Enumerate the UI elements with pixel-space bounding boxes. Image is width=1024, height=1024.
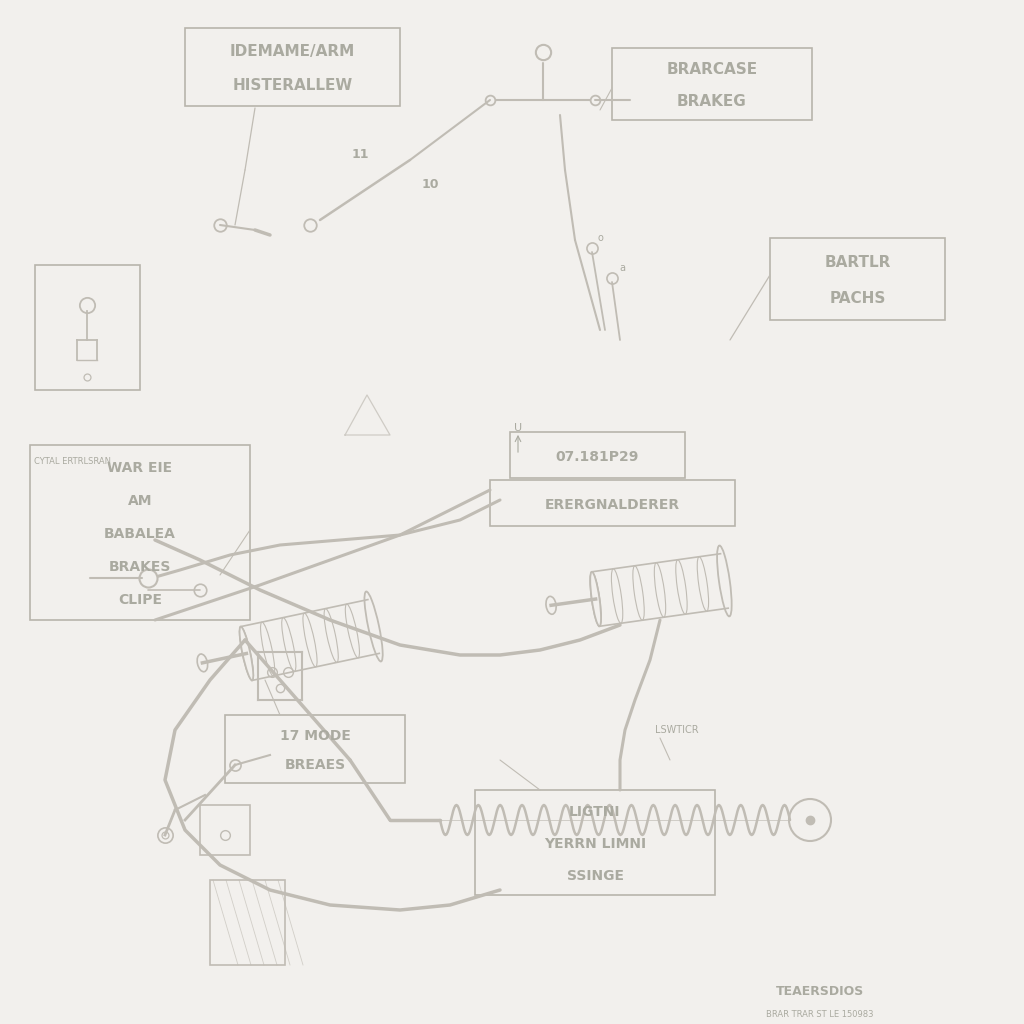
Text: BARTLR: BARTLR (824, 255, 891, 270)
Text: BABALEA: BABALEA (104, 527, 176, 541)
Text: a: a (618, 263, 625, 273)
Text: BRAKES: BRAKES (109, 560, 171, 574)
Text: TEAERSDIOS: TEAERSDIOS (776, 985, 864, 998)
Text: YERRN LIMNI: YERRN LIMNI (544, 837, 646, 851)
Ellipse shape (546, 596, 556, 614)
Text: PACHS: PACHS (829, 291, 886, 306)
Text: 17 MODE: 17 MODE (280, 729, 350, 742)
Text: WAR EIE: WAR EIE (108, 461, 173, 475)
Text: BRARCASE: BRARCASE (667, 62, 758, 78)
Text: 11: 11 (351, 148, 369, 162)
Ellipse shape (790, 799, 831, 841)
Text: LIGTNI: LIGTNI (569, 805, 621, 819)
Text: SSINGE: SSINGE (566, 869, 624, 883)
Text: HISTERALLEW: HISTERALLEW (232, 78, 352, 93)
Text: 07.181P29: 07.181P29 (556, 450, 639, 464)
Ellipse shape (240, 627, 253, 680)
Text: CLIPE: CLIPE (118, 593, 162, 607)
Ellipse shape (365, 592, 383, 662)
Text: ERERGNALDERER: ERERGNALDERER (545, 498, 680, 512)
Text: BRAR TRAR ST LE 150983: BRAR TRAR ST LE 150983 (766, 1010, 873, 1019)
Ellipse shape (717, 546, 732, 616)
Text: U: U (514, 423, 522, 433)
Text: BREAES: BREAES (285, 758, 345, 772)
Text: CYTAL ERTRLSRAN: CYTAL ERTRLSRAN (34, 457, 111, 466)
Text: o: o (597, 233, 603, 243)
Text: IDEMAME/ARM: IDEMAME/ARM (229, 44, 355, 59)
Ellipse shape (198, 654, 208, 672)
Text: 10: 10 (421, 178, 438, 191)
Text: AM: AM (128, 495, 153, 508)
Text: LSWTICR: LSWTICR (655, 725, 698, 735)
Ellipse shape (590, 571, 601, 627)
Text: BRAKEG: BRAKEG (677, 94, 746, 109)
